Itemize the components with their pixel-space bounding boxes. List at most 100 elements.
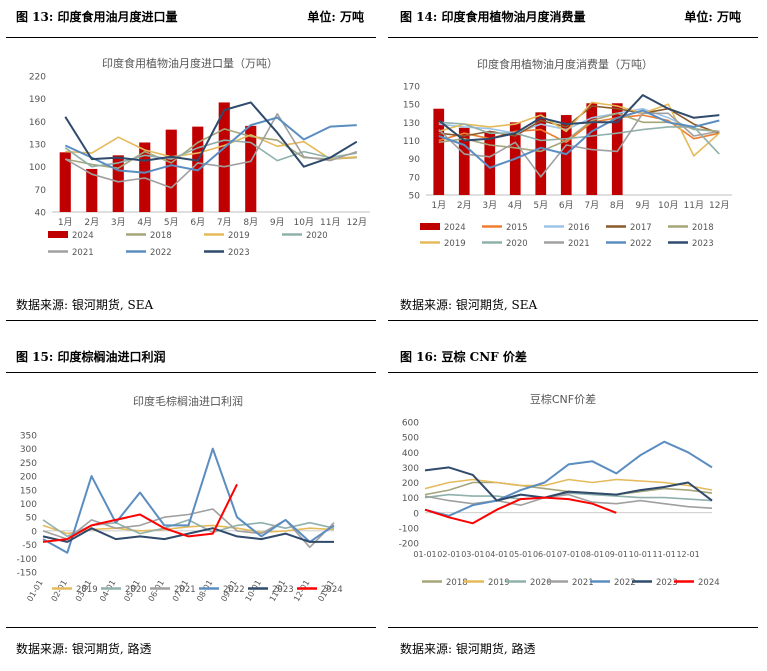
fig15-legend-label-2024: 2024 bbox=[321, 585, 343, 595]
fig15-x-tick-label: 10-01 bbox=[244, 579, 263, 604]
fig16-x-tick-label: 05-01 bbox=[509, 550, 532, 559]
fig16-x-tick-label: 04-01 bbox=[485, 550, 508, 559]
fig14-line-2023 bbox=[438, 94, 720, 142]
fig13-legend-label-2019: 2019 bbox=[228, 231, 250, 241]
fig13-line-2021 bbox=[64, 113, 358, 189]
fig16-y-tick-label: 100 bbox=[402, 494, 419, 504]
fig16-x-tick-label: 11-01 bbox=[653, 550, 676, 559]
fig15-y-tick-label: 250 bbox=[20, 459, 37, 469]
fig15-y-tick-label: 50 bbox=[26, 514, 38, 524]
fig16-y-tick-label: -200 bbox=[399, 540, 420, 550]
fig14-legend-label-2021: 2021 bbox=[568, 239, 590, 249]
fig14-x-tick-label: 5月 bbox=[533, 200, 548, 211]
fig13-x-tick-label: 4月 bbox=[137, 217, 152, 228]
fig14-y-tick-label: 130 bbox=[403, 119, 420, 129]
fig15-top-rule bbox=[6, 372, 376, 373]
fig15-source: 数据来源: 银河期货, 路透 bbox=[16, 642, 152, 656]
fig13-source: 数据来源: 银河期货, SEA bbox=[16, 298, 154, 312]
fig15-y-tick-label: 300 bbox=[20, 445, 37, 455]
fig13-bar-2024 bbox=[59, 152, 71, 212]
fig13-x-tick-label: 11月 bbox=[320, 217, 340, 228]
fig16-top-rule bbox=[388, 372, 758, 373]
fig16-legend-label-2020: 2020 bbox=[530, 578, 552, 588]
fig13-line-2023 bbox=[64, 101, 358, 168]
fig14-bottom-rule bbox=[388, 320, 758, 321]
fig15-y-tick-label: 100 bbox=[20, 500, 37, 510]
fig14-legend-label-2019: 2019 bbox=[444, 239, 466, 249]
fig16-y-tick-label: 600 bbox=[402, 419, 419, 429]
fig13-legend-label-2022: 2022 bbox=[150, 248, 172, 258]
fig16-legend-label-2024: 2024 bbox=[698, 578, 720, 588]
fig16-x-tick-label: 10-01 bbox=[629, 550, 652, 559]
fig13-x-tick-label: 7月 bbox=[217, 217, 232, 228]
fig13-y-tick-label: 100 bbox=[29, 163, 46, 173]
fig15-x-tick-label: 12-01 bbox=[292, 579, 311, 604]
fig15-x-tick-label: 04-01 bbox=[98, 579, 117, 604]
fig14-unit: 单位: 万吨 bbox=[684, 10, 741, 24]
fig13-legend-swatch-2024 bbox=[48, 231, 68, 238]
fig14-top-rule bbox=[388, 37, 758, 38]
fig15-caption: 图 15: 印度棕榈油进口利润 bbox=[16, 350, 166, 364]
fig14-source: 数据来源: 银河期货, SEA bbox=[400, 298, 538, 312]
fig13-y-tick-label: 160 bbox=[29, 118, 46, 128]
fig16-y-tick-label: 300 bbox=[402, 464, 419, 474]
fig13-y-tick-label: 220 bbox=[29, 73, 46, 83]
fig13-x-tick-label: 3月 bbox=[111, 217, 126, 228]
fig13-x-tick-label: 5月 bbox=[164, 217, 179, 228]
fig13-chart-title: 印度食用植物油月度进口量（万吨） bbox=[102, 56, 278, 70]
fig14-caption: 图 14: 印度食用植物油月度消费量 bbox=[400, 10, 586, 24]
fig14-legend-label-2023: 2023 bbox=[692, 239, 714, 249]
fig14-line-2022 bbox=[438, 109, 720, 169]
fig14-x-tick-label: 9月 bbox=[635, 200, 650, 211]
fig13-bar-2024 bbox=[165, 129, 177, 212]
fig13-x-tick-label: 12月 bbox=[347, 217, 367, 228]
fig15-legend-label-2022: 2022 bbox=[223, 585, 245, 595]
fig15-y-tick-label: -50 bbox=[22, 541, 37, 551]
fig15-y-tick-label: -100 bbox=[17, 555, 38, 565]
fig15-y-tick-label: 350 bbox=[20, 432, 37, 442]
fig14-y-tick-label: 170 bbox=[403, 83, 420, 93]
fig13-bar-2024 bbox=[112, 155, 124, 212]
fig13-y-tick-label: 70 bbox=[35, 186, 47, 196]
fig14-x-tick-label: 12月 bbox=[709, 200, 729, 211]
fig14-legend-label-2015: 2015 bbox=[506, 223, 528, 233]
fig14-legend-label-2018: 2018 bbox=[692, 223, 714, 233]
fig16-legend-label-2021: 2021 bbox=[572, 578, 594, 588]
fig15-line-2019 bbox=[42, 524, 335, 535]
fig14-x-tick-label: 2月 bbox=[457, 200, 472, 211]
fig14-bar-2024 bbox=[484, 131, 496, 195]
fig16-x-tick-label: 08-01 bbox=[581, 550, 604, 559]
fig14-bar-2024 bbox=[535, 112, 547, 195]
fig13-bar-2024 bbox=[245, 125, 257, 212]
fig16-line-2020 bbox=[424, 492, 713, 502]
fig13-top-rule bbox=[6, 37, 376, 38]
fig16-x-tick-label: 06-01 bbox=[533, 550, 556, 559]
fig14-legend-label-2022: 2022 bbox=[630, 239, 652, 249]
fig13-legend-label-2023: 2023 bbox=[228, 248, 250, 258]
fig13-x-tick-label: 2月 bbox=[84, 217, 99, 228]
fig13-x-tick-label: 9月 bbox=[270, 217, 285, 228]
fig16-x-tick-label: 09-01 bbox=[605, 550, 628, 559]
fig14-line-2020 bbox=[438, 121, 720, 155]
fig16-source: 数据来源: 银河期货, 路透 bbox=[400, 642, 536, 656]
fig14-x-tick-label: 11月 bbox=[684, 200, 704, 211]
fig13-y-tick-label: 190 bbox=[29, 95, 46, 105]
fig16-x-tick-label: 01-01 bbox=[413, 550, 436, 559]
fig16-y-tick-label: 400 bbox=[402, 449, 419, 459]
fig13-bottom-rule bbox=[6, 320, 376, 321]
fig13-y-tick-label: 130 bbox=[29, 141, 46, 151]
fig14-y-tick-label: 70 bbox=[409, 173, 421, 183]
fig16-y-tick-label: -100 bbox=[399, 524, 420, 534]
fig16-line-2023 bbox=[424, 466, 713, 502]
fig15-bottom-rule bbox=[6, 627, 376, 628]
fig15-line-2024 bbox=[42, 483, 238, 543]
fig16-line-2019 bbox=[424, 478, 713, 491]
fig15-x-tick-label: 02-01 bbox=[50, 579, 69, 604]
fig14-legend-label-2016: 2016 bbox=[568, 223, 590, 233]
fig15-y-tick-label: 200 bbox=[20, 473, 37, 483]
fig16-line-2022 bbox=[424, 440, 713, 517]
fig15-legend-label-2021: 2021 bbox=[174, 585, 196, 595]
fig13-unit: 单位: 万吨 bbox=[307, 10, 364, 24]
fig14-line-2019 bbox=[438, 101, 720, 157]
